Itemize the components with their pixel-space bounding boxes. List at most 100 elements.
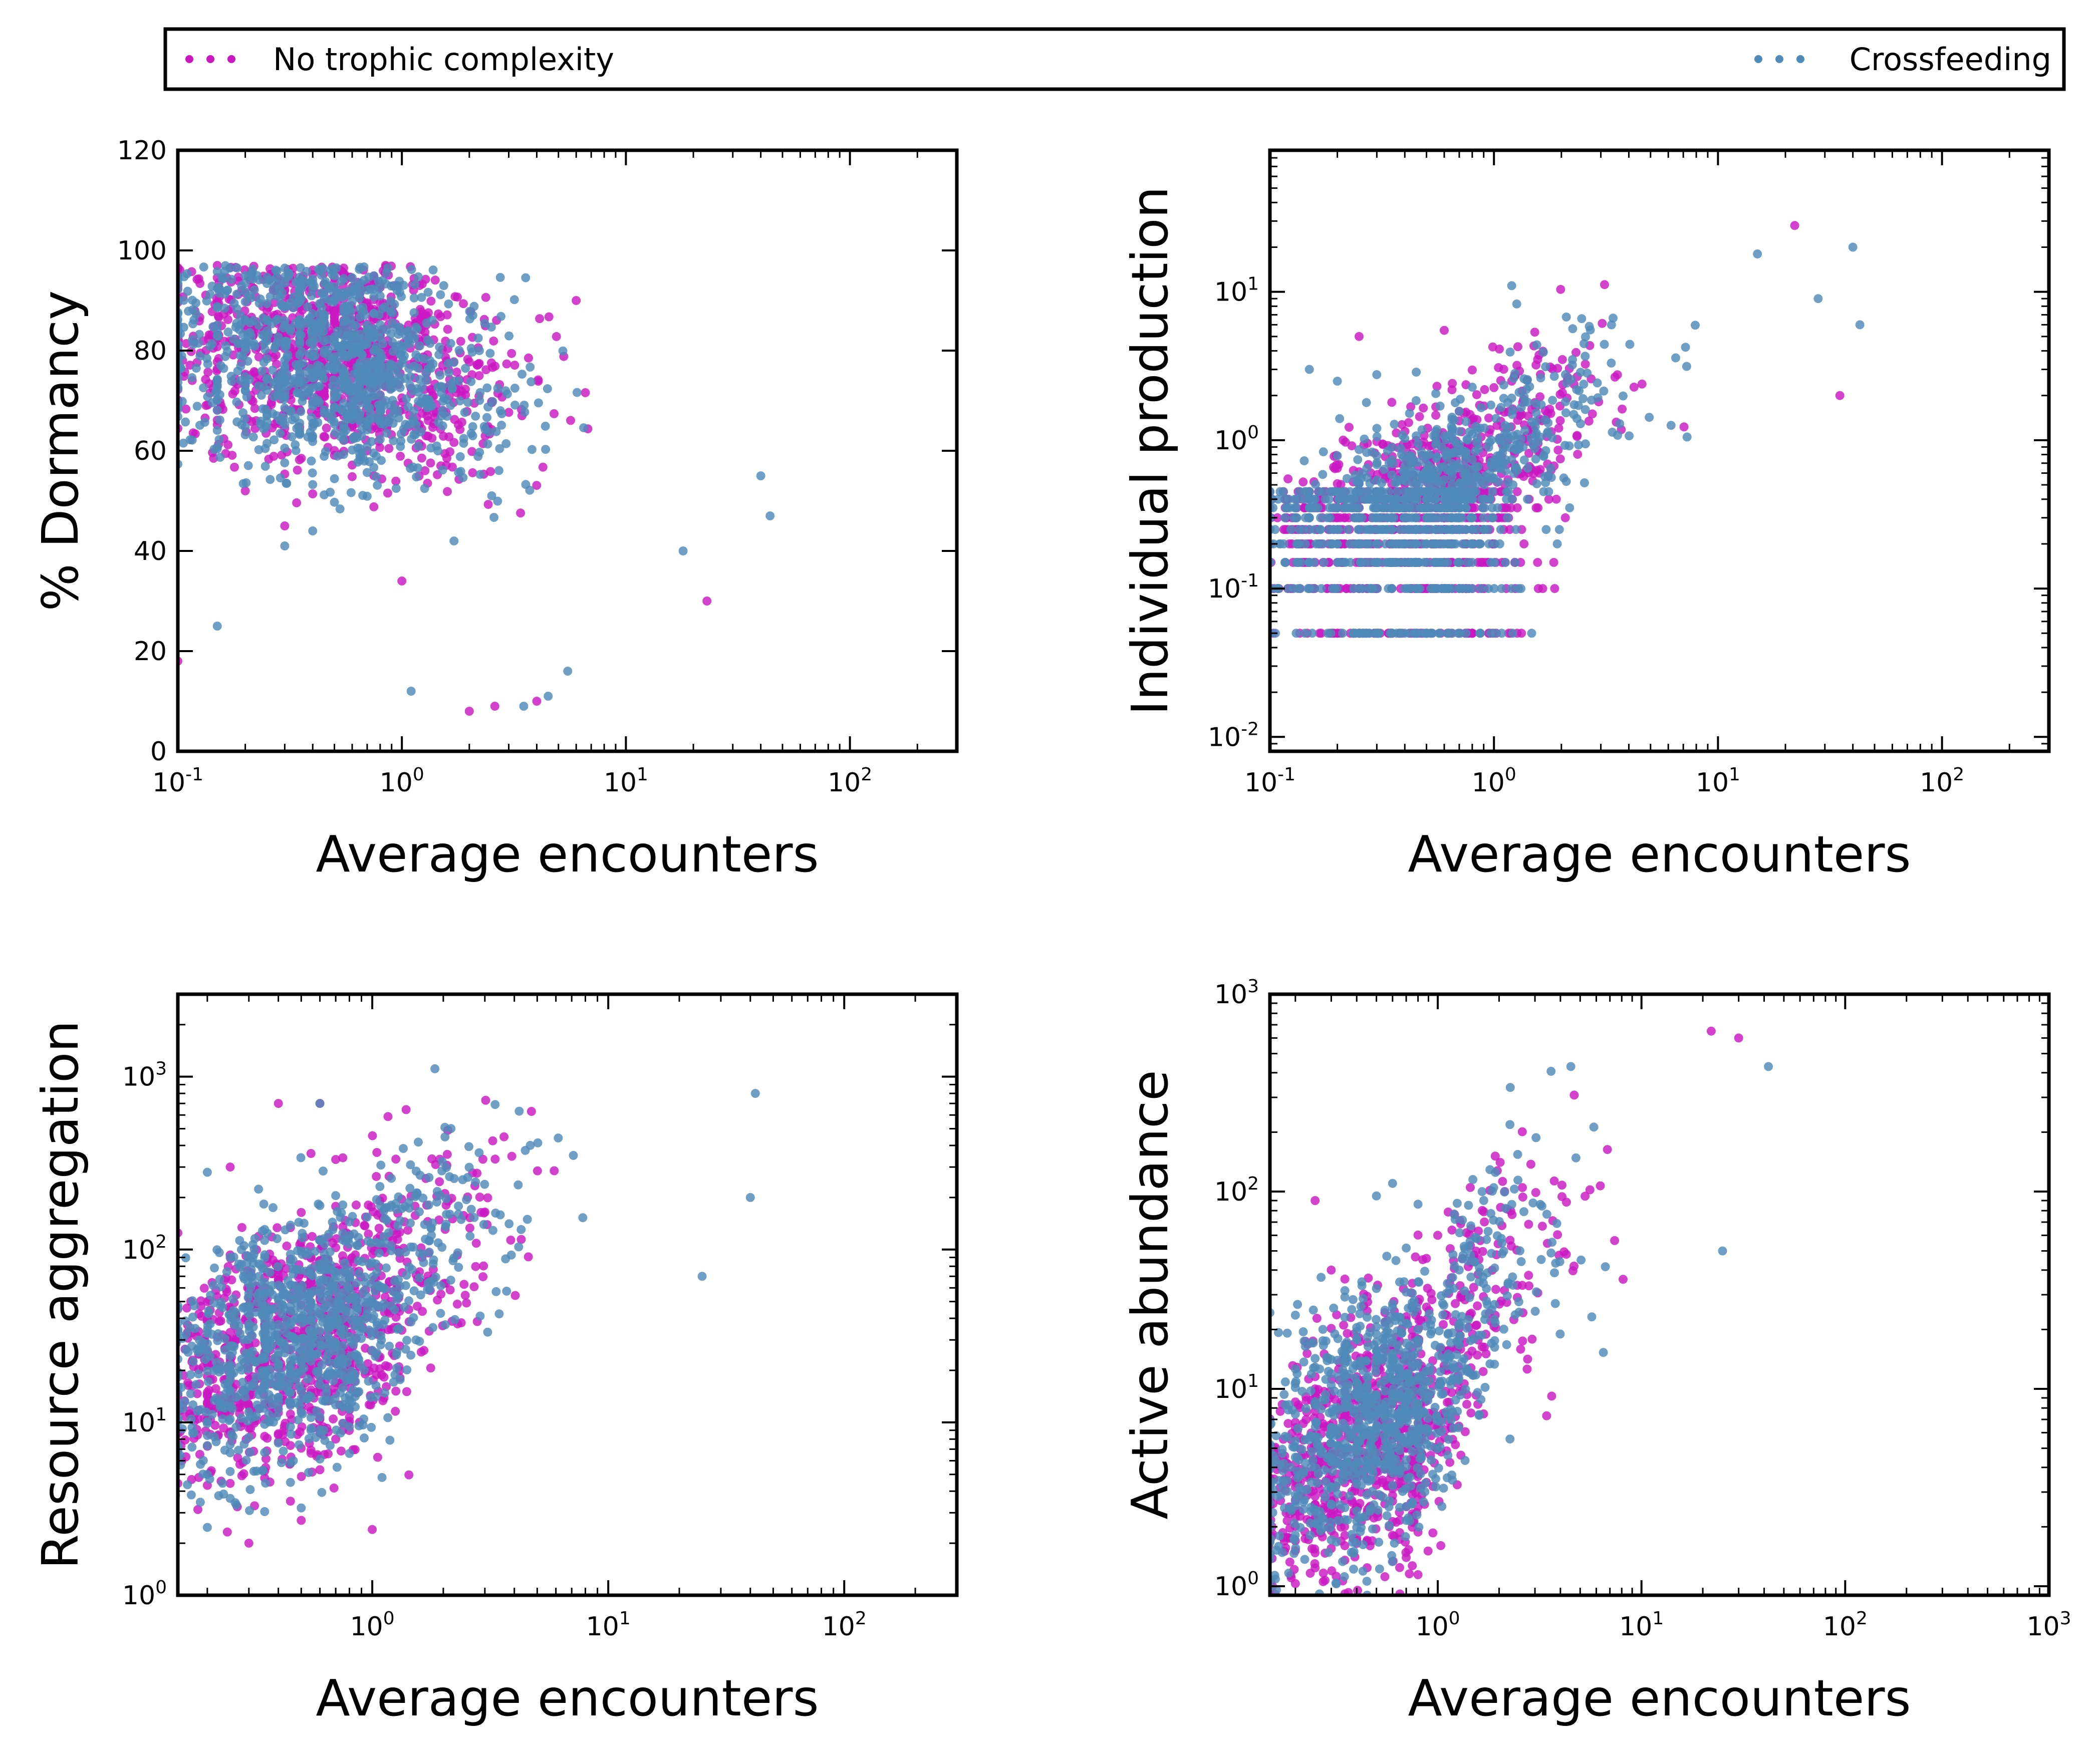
- data-point: [369, 502, 379, 511]
- data-point: [187, 296, 197, 305]
- data-point: [409, 406, 419, 416]
- data-point: [420, 466, 430, 475]
- data-point: [237, 281, 246, 290]
- data-point: [254, 381, 264, 391]
- data-point: [402, 394, 411, 404]
- data-point: [308, 278, 318, 287]
- data-point: [483, 439, 492, 449]
- data-point: [1553, 364, 1562, 373]
- data-point: [276, 473, 285, 483]
- data-point: [254, 299, 264, 308]
- data-point: [165, 369, 174, 378]
- data-point: [375, 443, 385, 452]
- data-point: [355, 398, 365, 408]
- data-point: [240, 346, 250, 355]
- data-point: [1248, 539, 1257, 548]
- data-point: [430, 275, 440, 285]
- data-point: [355, 444, 365, 453]
- data-point: [1517, 629, 1526, 638]
- data-point: [243, 461, 253, 470]
- data-point: [1333, 539, 1342, 548]
- legend-marker-no-trophic: [185, 55, 193, 63]
- data-point: [1438, 539, 1448, 548]
- data-point: [1560, 397, 1570, 407]
- data-point: [1579, 380, 1589, 389]
- data-point: [1501, 557, 1510, 567]
- data-point: [1415, 479, 1424, 488]
- data-point: [1456, 494, 1465, 504]
- data-point: [534, 398, 543, 408]
- data-point: [1567, 360, 1577, 370]
- data-point: [1193, 629, 1202, 638]
- data-point: [1479, 513, 1488, 522]
- data-point: [479, 422, 489, 431]
- data-point: [1231, 503, 1240, 512]
- y-tick-label: 80: [134, 336, 167, 366]
- data-point: [1254, 513, 1263, 522]
- data-point: [156, 302, 165, 311]
- y-tick-label: 10-2: [1208, 719, 1259, 752]
- data-point: [1498, 444, 1508, 453]
- data-point: [1341, 494, 1351, 504]
- data-point: [1317, 584, 1326, 594]
- data-point: [1455, 584, 1464, 594]
- data-point: [1466, 513, 1476, 522]
- data-point: [202, 354, 211, 363]
- data-point: [330, 316, 339, 325]
- data-point: [1446, 513, 1455, 522]
- y-tick-label: 101: [1214, 274, 1259, 308]
- data-point: [295, 316, 304, 325]
- data-point: [1547, 433, 1557, 443]
- data-point: [1540, 415, 1550, 425]
- data-point: [295, 284, 305, 294]
- data-point: [229, 334, 238, 344]
- data-point: [1325, 494, 1334, 504]
- data-point: [1333, 451, 1342, 460]
- data-point: [552, 332, 561, 341]
- data-point: [388, 338, 397, 347]
- data-point: [163, 302, 172, 311]
- data-point: [1508, 629, 1517, 638]
- data-point: [1379, 494, 1389, 504]
- data-point: [335, 504, 345, 514]
- data-point: [1325, 513, 1335, 522]
- data-point: [397, 576, 407, 586]
- data-point: [402, 1387, 411, 1396]
- data-point: [181, 417, 190, 427]
- data-point: [195, 330, 204, 339]
- data-point: [426, 458, 435, 468]
- data-point: [111, 445, 120, 454]
- data-point: [495, 406, 505, 415]
- data-point: [486, 323, 496, 332]
- data-point: [352, 433, 362, 443]
- data-point: [428, 265, 438, 274]
- data-point: [449, 376, 458, 386]
- data-point: [375, 391, 385, 400]
- data-point: [1476, 557, 1485, 567]
- data-point: [195, 352, 205, 361]
- data-point: [1473, 434, 1482, 443]
- data-point: [1275, 539, 1284, 548]
- data-point: [295, 272, 305, 282]
- data-point: [1387, 470, 1397, 480]
- data-point: [307, 456, 316, 466]
- data-point: [1280, 557, 1289, 567]
- data-point: [192, 402, 202, 411]
- data-point: [1256, 629, 1265, 638]
- data-point: [1367, 487, 1376, 496]
- data-point: [1400, 513, 1410, 522]
- data-point: [266, 475, 275, 484]
- data-point: [1549, 557, 1558, 567]
- data-point: [1456, 629, 1465, 638]
- data-point: [160, 1358, 169, 1367]
- data-point: [330, 402, 339, 412]
- data-point: [416, 427, 425, 437]
- data-point: [1326, 629, 1336, 638]
- data-point: [1501, 455, 1510, 464]
- data-point: [362, 425, 372, 435]
- data-point: [1607, 320, 1616, 330]
- data-point: [1412, 513, 1421, 522]
- data-point: [1317, 629, 1326, 638]
- data-point: [1434, 629, 1444, 638]
- data-point: [1429, 584, 1438, 594]
